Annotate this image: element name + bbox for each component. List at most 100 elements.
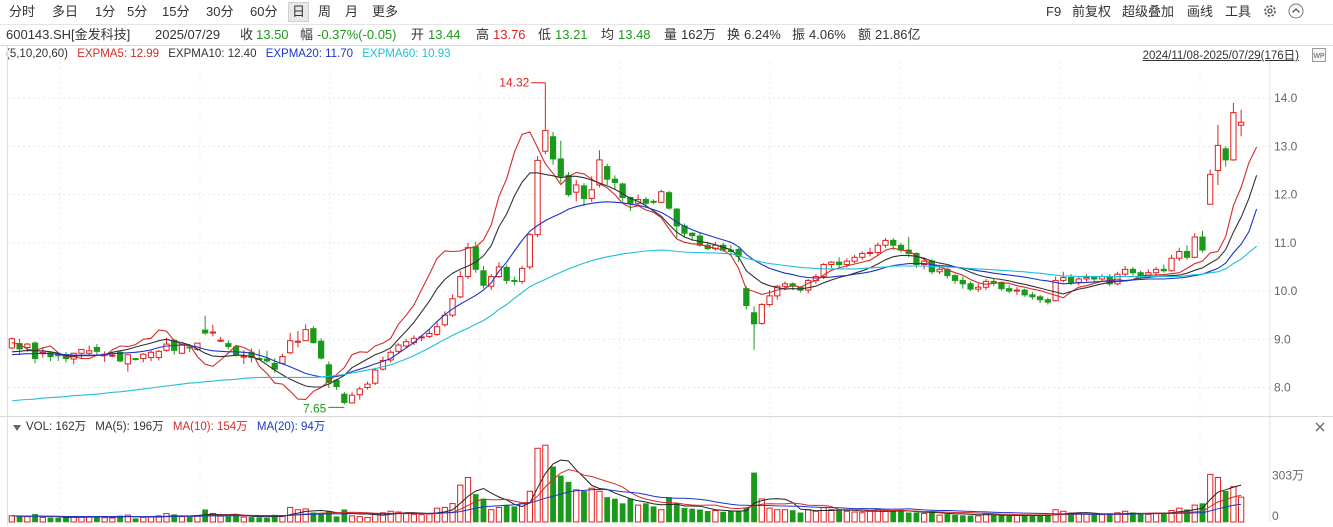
date-range[interactable]: 2024/11/08-2025/07/29(176日) bbox=[1142, 50, 1299, 62]
ema-line-expma5 bbox=[11, 131, 1258, 401]
candle-body-down bbox=[333, 379, 340, 388]
tab-weekly[interactable]: 周 bbox=[318, 4, 332, 19]
candle-body-up bbox=[774, 285, 781, 297]
candle-body-down bbox=[1137, 272, 1144, 277]
candle-body-down bbox=[132, 358, 139, 361]
candle-body-up bbox=[820, 264, 827, 278]
change-value: -0.37%(-0.05) bbox=[317, 27, 397, 42]
candle-body-down bbox=[62, 354, 70, 360]
tab-30min[interactable]: 30分 bbox=[206, 4, 234, 19]
volume-bar-up bbox=[1060, 510, 1067, 523]
candle-body-down bbox=[681, 225, 688, 234]
candle-body-down bbox=[480, 270, 487, 286]
candle-body-up bbox=[828, 261, 835, 266]
candle-body-up bbox=[1238, 121, 1245, 126]
chevron-up-icon[interactable] bbox=[1288, 3, 1304, 19]
volume-bar-up bbox=[78, 516, 85, 523]
volume-bar-up bbox=[1075, 513, 1082, 523]
overlay-button[interactable]: 超级叠加 bbox=[1122, 4, 1175, 19]
candle-body-up bbox=[387, 351, 394, 361]
candle-body-down bbox=[665, 192, 673, 209]
ema60-legend: EXPMA60: 10.93 bbox=[362, 48, 451, 60]
candle-body-down bbox=[325, 364, 332, 383]
volume-bar-up bbox=[1214, 476, 1222, 523]
tab-1min[interactable]: 1分 bbox=[95, 4, 116, 19]
volume-bar-down bbox=[32, 514, 38, 523]
adjust-button[interactable]: 前复权 bbox=[1072, 4, 1112, 19]
draw-line-button[interactable]: 画线 bbox=[1187, 4, 1214, 19]
candle-body-up bbox=[8, 338, 15, 349]
candle-body-down bbox=[565, 174, 572, 196]
candle-body-down bbox=[797, 286, 804, 291]
candle-body-down bbox=[604, 166, 611, 180]
tab-monthly[interactable]: 月 bbox=[345, 4, 359, 19]
ema-params: (5,10,20,60) bbox=[6, 48, 69, 60]
volume-bar-down bbox=[952, 514, 958, 523]
candle-body-up bbox=[86, 350, 93, 354]
volume-bar-down bbox=[225, 516, 232, 523]
volume-bar-down bbox=[1130, 512, 1136, 523]
tools-button[interactable]: 工具 bbox=[1225, 4, 1252, 19]
candle-body-up bbox=[1176, 251, 1183, 259]
close-icon[interactable] bbox=[1314, 420, 1326, 432]
candle-body-up bbox=[124, 354, 131, 365]
volume-bar-up bbox=[596, 490, 603, 523]
price-tick-label: 11.0 bbox=[1274, 236, 1297, 250]
avg-label: 均 bbox=[601, 27, 615, 42]
volume-bar-down bbox=[503, 504, 510, 523]
candle-body-up bbox=[758, 304, 765, 324]
volume-bar-up bbox=[843, 510, 850, 523]
volume-bar-up bbox=[1052, 509, 1059, 523]
volume-bar-up bbox=[1145, 513, 1152, 523]
volume-bar-up bbox=[294, 509, 302, 523]
volume-bar-up bbox=[464, 476, 472, 523]
candle-body-up bbox=[488, 276, 495, 287]
tab-multiday[interactable]: 多日 bbox=[52, 4, 79, 19]
gear-icon[interactable] bbox=[1262, 3, 1278, 19]
tab-5min[interactable]: 5分 bbox=[127, 4, 148, 19]
tab-60min[interactable]: 60分 bbox=[250, 4, 278, 19]
volume-bar-up bbox=[495, 506, 503, 523]
ema-line-expma10 bbox=[11, 172, 1258, 388]
volume-value: 162万 bbox=[681, 27, 716, 42]
candle-body-down bbox=[689, 232, 696, 237]
volume-bar-down bbox=[944, 514, 951, 523]
candle-body-up bbox=[495, 266, 503, 278]
candle-body-up bbox=[24, 343, 31, 348]
volume-bar-up bbox=[426, 513, 433, 523]
volume-bar-down bbox=[565, 481, 572, 523]
volume-bar-up bbox=[534, 447, 541, 523]
volume-bar-up bbox=[1207, 473, 1214, 523]
volume-bar-down bbox=[1037, 515, 1044, 523]
tab-more[interactable]: 更多 bbox=[372, 4, 399, 19]
collapse-triangle-icon[interactable] bbox=[12, 420, 22, 431]
candle-body-down bbox=[905, 249, 912, 254]
volume-bar-up bbox=[805, 509, 812, 523]
tab-fenshi[interactable]: 分时 bbox=[9, 4, 36, 19]
f9-button[interactable]: F9 bbox=[1046, 4, 1062, 19]
candle-body-up bbox=[843, 260, 850, 266]
candle-body-up bbox=[1098, 276, 1106, 280]
volume-bar-down bbox=[1021, 515, 1028, 523]
candle-body-up bbox=[194, 342, 201, 350]
candle-body-down bbox=[650, 200, 657, 203]
candle-body-down bbox=[310, 328, 317, 344]
ema-lines bbox=[11, 131, 1258, 402]
tab-daily[interactable]: 日 bbox=[288, 2, 310, 22]
candle-body-up bbox=[866, 251, 874, 254]
high-value: 13.76 bbox=[493, 27, 526, 42]
candle-body-down bbox=[611, 178, 619, 184]
candle-body-up bbox=[364, 383, 371, 388]
volume-bar-up bbox=[781, 509, 789, 523]
candle-body-down bbox=[557, 158, 564, 177]
volume-bar-down bbox=[1006, 515, 1013, 523]
candle-body-up bbox=[70, 352, 77, 360]
candle-body-down bbox=[232, 346, 240, 356]
volume-bar-down bbox=[16, 516, 23, 523]
candle-body-up bbox=[634, 198, 642, 204]
candle-body-up bbox=[1214, 144, 1222, 171]
volume-bar-up bbox=[155, 515, 162, 523]
vol-ma10-legend: MA(10): 154万 bbox=[172, 421, 248, 433]
tab-15min[interactable]: 15分 bbox=[162, 4, 190, 19]
wp-icon[interactable]: WP bbox=[1312, 48, 1326, 62]
